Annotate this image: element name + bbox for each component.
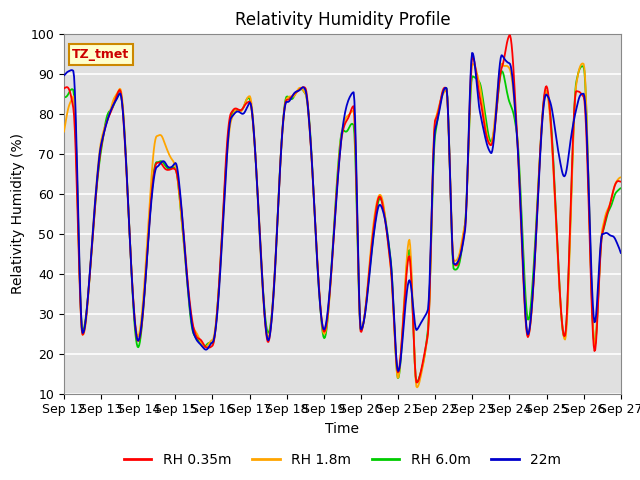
Title: Relativity Humidity Profile: Relativity Humidity Profile xyxy=(235,11,450,29)
RH 6.0m xyxy=(127,267,135,273)
22m xyxy=(428,231,435,237)
RH 1.8m xyxy=(60,129,68,134)
RH 1.8m xyxy=(70,96,78,102)
RH 6.0m xyxy=(428,243,435,249)
22m xyxy=(184,285,192,291)
RH 0.35m xyxy=(184,281,192,287)
RH 6.0m xyxy=(184,287,192,293)
RH 6.0m xyxy=(60,95,68,100)
RH 1.8m xyxy=(184,285,192,291)
RH 0.35m xyxy=(413,380,421,385)
RH 6.0m xyxy=(214,305,221,311)
RH 0.35m xyxy=(127,265,135,271)
X-axis label: Time: Time xyxy=(325,422,360,436)
22m xyxy=(411,320,419,325)
RH 0.35m xyxy=(428,236,435,242)
22m xyxy=(70,74,78,80)
22m xyxy=(468,50,476,56)
Y-axis label: Relativity Humidity (%): Relativity Humidity (%) xyxy=(11,133,25,294)
RH 1.8m xyxy=(428,240,435,245)
Line: 22m: 22m xyxy=(64,53,621,371)
Legend: RH 0.35m, RH 1.8m, RH 6.0m, 22m: RH 0.35m, RH 1.8m, RH 6.0m, 22m xyxy=(118,447,566,472)
Text: TZ_tmet: TZ_tmet xyxy=(72,48,130,61)
22m xyxy=(60,72,68,78)
RH 1.8m xyxy=(617,174,625,180)
22m xyxy=(127,267,135,273)
22m xyxy=(395,368,403,374)
RH 0.35m xyxy=(617,179,625,185)
RH 0.35m xyxy=(60,85,68,91)
Line: RH 0.35m: RH 0.35m xyxy=(64,36,621,383)
RH 0.35m xyxy=(70,113,78,119)
22m xyxy=(617,250,625,256)
RH 6.0m xyxy=(70,93,78,99)
RH 0.35m xyxy=(410,343,418,349)
RH 1.8m xyxy=(127,265,135,271)
RH 1.8m xyxy=(413,384,421,390)
22m xyxy=(214,310,221,316)
RH 1.8m xyxy=(214,305,221,311)
Line: RH 6.0m: RH 6.0m xyxy=(64,66,621,383)
RH 6.0m xyxy=(413,380,420,385)
Line: RH 1.8m: RH 1.8m xyxy=(64,63,621,387)
RH 0.35m xyxy=(506,33,514,38)
RH 1.8m xyxy=(579,60,587,66)
RH 6.0m xyxy=(617,185,625,191)
RH 0.35m xyxy=(214,306,221,312)
RH 6.0m xyxy=(578,63,586,69)
RH 6.0m xyxy=(410,343,418,348)
RH 1.8m xyxy=(410,341,418,347)
